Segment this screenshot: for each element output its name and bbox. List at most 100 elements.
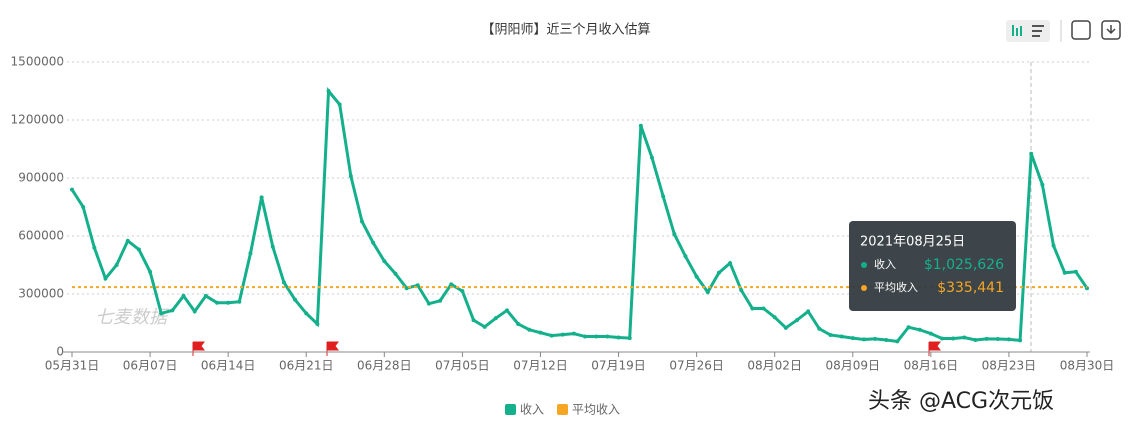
point bbox=[1006, 337, 1011, 342]
point bbox=[527, 327, 532, 332]
x-tick-label: 05月31日 bbox=[45, 359, 100, 373]
point bbox=[125, 238, 130, 243]
tooltip-box bbox=[849, 221, 1016, 311]
point bbox=[661, 194, 666, 199]
point bbox=[270, 244, 275, 249]
tooltip-value: $335,441 bbox=[937, 280, 1004, 296]
legend-swatch bbox=[505, 404, 516, 415]
point bbox=[672, 232, 677, 237]
point bbox=[516, 321, 521, 326]
point bbox=[360, 219, 364, 224]
point bbox=[739, 288, 744, 293]
point bbox=[393, 271, 398, 276]
y-tick-label: 1500000 bbox=[11, 55, 64, 69]
x-tick-label: 08月16日 bbox=[904, 359, 959, 373]
point bbox=[371, 240, 376, 245]
tooltip-dot bbox=[861, 262, 867, 268]
point bbox=[538, 330, 543, 335]
tooltip-name: 平均收入 bbox=[874, 280, 918, 294]
point bbox=[259, 195, 264, 200]
point bbox=[716, 270, 721, 275]
point bbox=[850, 336, 855, 341]
point bbox=[237, 299, 242, 304]
point bbox=[505, 308, 509, 313]
point bbox=[594, 334, 599, 339]
point bbox=[861, 337, 866, 342]
y-tick-label: 900000 bbox=[18, 171, 64, 185]
point bbox=[828, 332, 833, 337]
flag bbox=[928, 341, 941, 356]
point bbox=[382, 259, 387, 264]
point bbox=[1040, 182, 1045, 187]
point bbox=[694, 274, 699, 279]
point bbox=[549, 333, 554, 338]
point bbox=[605, 334, 610, 339]
download-button[interactable] bbox=[1101, 20, 1121, 40]
x-tick-label: 06月28日 bbox=[357, 359, 412, 373]
point bbox=[92, 245, 97, 250]
point bbox=[728, 261, 733, 266]
point bbox=[81, 205, 86, 209]
point bbox=[839, 334, 844, 339]
x-tick-label: 07月05日 bbox=[435, 359, 490, 373]
point bbox=[203, 293, 208, 298]
tooltip-name: 收入 bbox=[874, 257, 896, 271]
point bbox=[426, 301, 431, 306]
tooltip-dot bbox=[861, 285, 867, 291]
point bbox=[1073, 269, 1078, 274]
point bbox=[1029, 151, 1034, 156]
point bbox=[304, 311, 309, 316]
point bbox=[571, 331, 576, 336]
x-tick-label: 08月23日 bbox=[982, 359, 1037, 373]
point bbox=[348, 174, 353, 179]
point bbox=[471, 318, 476, 323]
point bbox=[705, 290, 710, 295]
watermark: 七麦数据 bbox=[95, 307, 170, 328]
legend-label: 平均收入 bbox=[572, 403, 620, 417]
point bbox=[817, 326, 822, 331]
point bbox=[70, 187, 74, 192]
point bbox=[917, 327, 922, 332]
point bbox=[493, 316, 498, 321]
point bbox=[215, 300, 219, 305]
point bbox=[783, 325, 788, 330]
download-icon bbox=[1106, 25, 1116, 35]
image-button[interactable] bbox=[1071, 20, 1091, 40]
y-tick-label: 600000 bbox=[18, 229, 64, 243]
point bbox=[248, 251, 253, 256]
x-tick-label: 06月14日 bbox=[201, 359, 256, 373]
icon-bar bbox=[1020, 26, 1022, 36]
x-tick-label: 08月09日 bbox=[825, 359, 880, 373]
point bbox=[226, 300, 231, 305]
toolbar[interactable] bbox=[1006, 20, 1121, 42]
point bbox=[114, 263, 119, 267]
point bbox=[583, 334, 588, 339]
point bbox=[761, 306, 766, 311]
point bbox=[984, 336, 989, 341]
point bbox=[995, 337, 1000, 342]
icon-bar bbox=[1012, 25, 1014, 36]
x-tick-label: 07月19日 bbox=[591, 359, 646, 373]
point bbox=[1018, 338, 1023, 343]
point bbox=[293, 297, 298, 302]
point bbox=[560, 332, 565, 337]
point bbox=[906, 325, 911, 330]
point bbox=[951, 336, 956, 341]
x-tick-label: 07月26日 bbox=[669, 359, 724, 373]
point bbox=[159, 311, 164, 316]
point bbox=[315, 321, 320, 326]
point bbox=[1051, 243, 1056, 248]
point bbox=[962, 335, 967, 340]
chart-title: 【阴阳师】近三个月收入估算 bbox=[481, 23, 650, 38]
point bbox=[884, 338, 889, 343]
point bbox=[460, 289, 465, 294]
point bbox=[192, 309, 197, 314]
watermark: 头条 @ACG次元饭 bbox=[868, 389, 1054, 414]
point bbox=[148, 269, 153, 274]
point bbox=[181, 293, 186, 298]
point bbox=[895, 339, 900, 344]
y-tick-label: 0 bbox=[56, 345, 64, 359]
x-tick-label: 06月21日 bbox=[279, 359, 334, 373]
point bbox=[806, 309, 811, 314]
x-tick-label: 08月02日 bbox=[747, 359, 802, 373]
